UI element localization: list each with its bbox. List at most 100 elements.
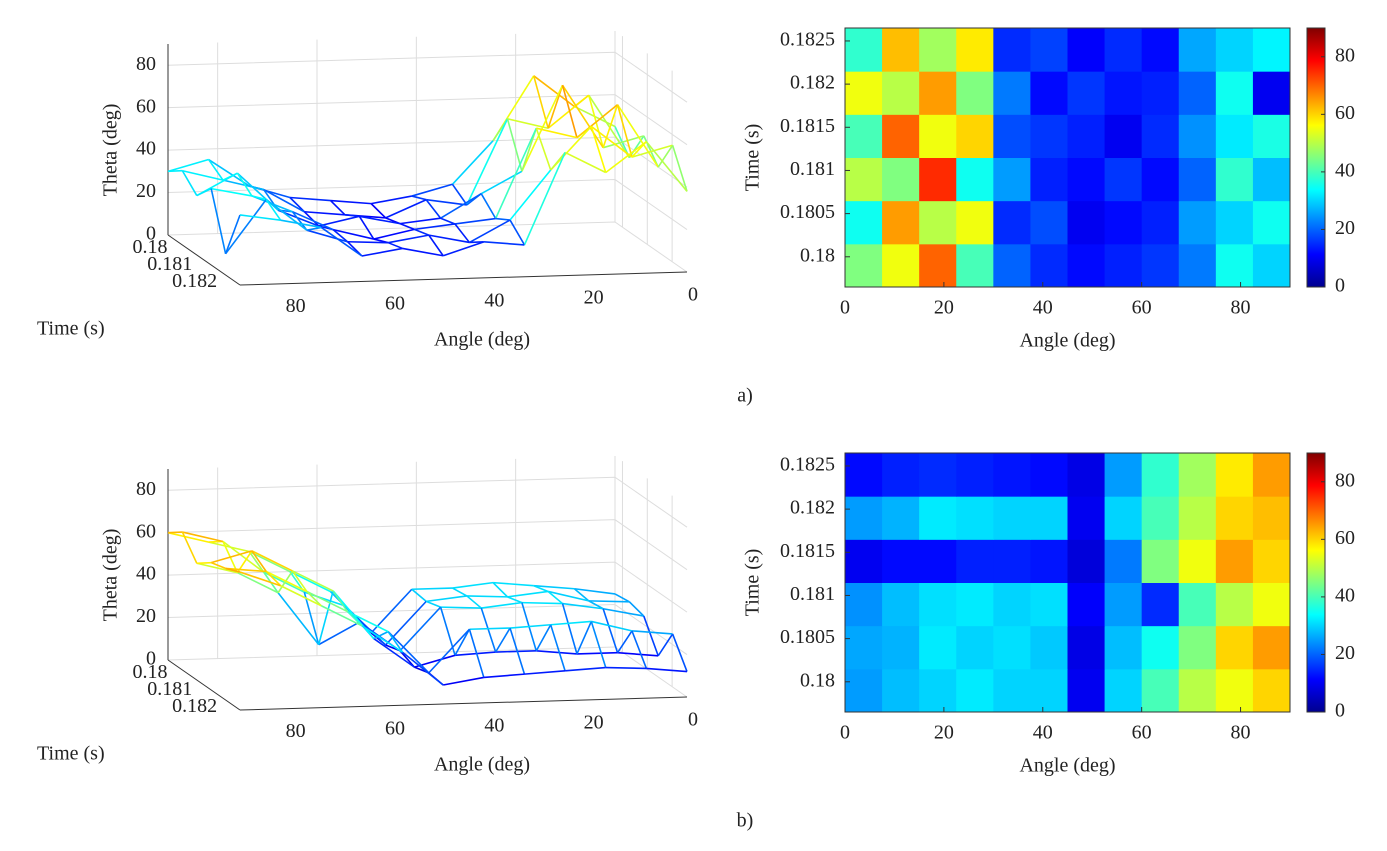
- mesh-segment: [399, 217, 441, 225]
- heatmap-cell: [1104, 668, 1143, 713]
- x-tick-label: 80: [1231, 722, 1251, 744]
- colorbar-tick-label: 0: [1335, 275, 1345, 297]
- heatmap-cell: [1178, 453, 1217, 497]
- y-axis-label: Time (s): [742, 124, 764, 192]
- heatmap-cell: [956, 114, 994, 158]
- mesh-segment: [602, 135, 645, 149]
- mesh-segment: [602, 608, 619, 653]
- mesh-segment: [547, 94, 590, 129]
- heatmap-cell: [1141, 625, 1180, 670]
- panel-label: a): [737, 385, 753, 407]
- mesh-segment: [451, 183, 468, 206]
- heatmap-cell: [1141, 200, 1180, 245]
- mesh-segment: [550, 620, 592, 626]
- mesh-segment: [426, 198, 467, 206]
- mesh-segment: [211, 187, 252, 197]
- heatmap-cell: [956, 157, 994, 202]
- mesh-segment: [399, 650, 415, 668]
- mesh-segment: [561, 603, 578, 655]
- mesh-segment: [480, 193, 497, 219]
- mesh-segment: [533, 584, 575, 590]
- mesh-segment: [236, 172, 253, 197]
- colorbar-tick-label: 40: [1335, 584, 1355, 606]
- mesh-segment: [359, 215, 401, 225]
- heatmap-cell: [1178, 114, 1217, 158]
- y-tick-label: 0.182: [790, 72, 835, 94]
- mesh-segment: [370, 588, 413, 634]
- colorbar-tick-label: 60: [1335, 527, 1355, 549]
- mesh-segment: [399, 606, 442, 652]
- axis-line: [239, 271, 688, 286]
- heatmap-cell: [956, 539, 994, 583]
- z-tick-label: 20: [136, 605, 156, 627]
- y-tick-label: 0.1815: [780, 540, 835, 562]
- heatmap-cell: [993, 114, 1031, 158]
- mesh-segment: [574, 587, 616, 595]
- heatmap-cell: [845, 625, 883, 670]
- mesh-segment: [330, 199, 372, 205]
- mesh-segment: [507, 590, 549, 598]
- mesh-segment: [347, 240, 389, 244]
- mesh-segment: [645, 141, 688, 192]
- mesh-segment: [265, 570, 282, 587]
- y-tick-label: 0.1805: [780, 626, 835, 648]
- heatmap-cell: [1104, 625, 1143, 670]
- heatmap-cell: [882, 157, 920, 202]
- heatmap-cell: [919, 28, 957, 72]
- mesh-segment: [481, 601, 522, 609]
- mesh-segment: [480, 607, 497, 653]
- mesh-segment: [181, 170, 198, 196]
- y-tick-label: 0.1805: [780, 201, 835, 223]
- mesh-segment: [332, 228, 374, 240]
- heatmap-cell: [993, 157, 1031, 202]
- heatmap-cell: [956, 453, 994, 497]
- mesh-segment: [494, 627, 511, 653]
- mesh-segment: [454, 651, 496, 657]
- mesh-segment: [361, 625, 403, 653]
- mesh-segment: [167, 531, 209, 543]
- mesh-segment: [181, 531, 198, 564]
- mesh-segment: [344, 214, 360, 218]
- mesh-segment: [425, 600, 441, 608]
- heatmap-cell: [1030, 28, 1068, 72]
- mesh-segment: [292, 210, 334, 231]
- heatmap-cell: [993, 668, 1031, 713]
- heatmap-cell: [845, 157, 883, 202]
- heatmap-cell: [1141, 539, 1180, 583]
- mesh-segment: [671, 145, 688, 192]
- heatmap-cell: [1215, 668, 1254, 713]
- colorbar-tick-label: 0: [1335, 700, 1345, 722]
- heatmap-cell: [1104, 582, 1143, 627]
- heatmap-cell: [1104, 453, 1143, 497]
- heatmap-cell: [993, 453, 1031, 497]
- mesh-segment: [428, 234, 470, 244]
- x-axis-label: Angle (deg): [1019, 330, 1115, 352]
- colorbar-tick-label: 40: [1335, 159, 1355, 181]
- mesh-segment: [561, 84, 604, 149]
- mesh-segment: [533, 584, 549, 593]
- mesh-segment: [483, 241, 525, 246]
- heatmap-cell: [993, 496, 1031, 540]
- heatmap-cell: [1252, 243, 1291, 288]
- z-tick-label: 40: [136, 563, 156, 585]
- heatmap-cell: [1215, 496, 1254, 540]
- heatmap-cell: [956, 71, 994, 115]
- heatmap-cell: [1067, 539, 1106, 583]
- mesh-segment: [224, 214, 241, 255]
- z-tick-label: 0: [146, 648, 156, 670]
- mesh-segment: [605, 666, 647, 670]
- heatmap-cell: [1215, 539, 1254, 583]
- mesh-segment: [509, 219, 526, 246]
- mesh-segment: [590, 126, 607, 173]
- x-tick-label: 60: [385, 292, 405, 314]
- x-tick-label: 40: [1033, 722, 1053, 744]
- mesh-segment: [196, 187, 212, 197]
- mesh-segment: [451, 140, 494, 185]
- mesh-segment: [454, 223, 471, 243]
- mesh-segment: [329, 199, 346, 216]
- mesh-segment: [387, 234, 429, 244]
- mesh-segment: [509, 169, 552, 221]
- mesh-segment: [562, 602, 604, 610]
- heatmap-cell: [1030, 114, 1068, 158]
- x-tick-label: 20: [584, 286, 604, 308]
